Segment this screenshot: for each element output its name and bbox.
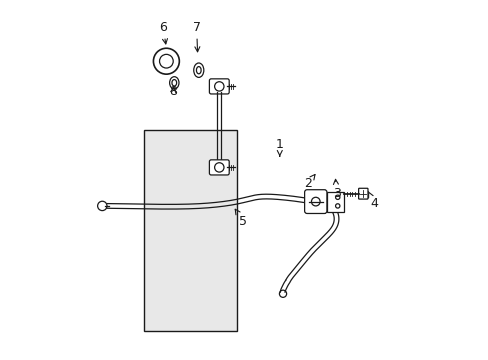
Text: 8: 8 [169, 85, 177, 98]
Text: 2: 2 [304, 175, 314, 190]
Text: 6: 6 [159, 21, 167, 44]
FancyBboxPatch shape [358, 188, 367, 199]
Text: 4: 4 [367, 192, 377, 210]
FancyBboxPatch shape [209, 79, 229, 94]
FancyBboxPatch shape [143, 130, 237, 331]
FancyBboxPatch shape [304, 190, 326, 213]
Text: 7: 7 [192, 21, 200, 52]
FancyBboxPatch shape [209, 160, 229, 175]
FancyBboxPatch shape [327, 192, 343, 212]
Text: 5: 5 [235, 209, 247, 228]
FancyBboxPatch shape [328, 194, 337, 209]
Text: 3: 3 [332, 179, 340, 200]
Text: 1: 1 [275, 138, 283, 156]
